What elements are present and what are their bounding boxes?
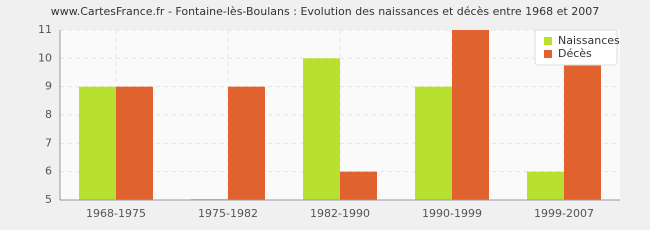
bar xyxy=(79,86,116,200)
bar xyxy=(452,30,489,200)
bar xyxy=(116,86,153,200)
legend-label: Naissances xyxy=(558,34,620,47)
bar xyxy=(228,86,265,200)
y-tick-label: 6 xyxy=(45,165,52,178)
legend-label: Décès xyxy=(558,47,592,60)
y-tick-label: 9 xyxy=(45,80,52,93)
bar xyxy=(415,86,452,200)
legend-swatch xyxy=(544,50,552,58)
chart: www.CartesFrance.fr - Fontaine-lès-Boula… xyxy=(0,0,650,230)
chart-title: www.CartesFrance.fr - Fontaine-lès-Boula… xyxy=(51,5,599,18)
bar xyxy=(303,58,340,201)
x-tick-label: 1968-1975 xyxy=(86,207,146,220)
bar xyxy=(527,171,564,200)
legend-box xyxy=(534,29,618,66)
y-tick-label: 11 xyxy=(38,23,52,36)
x-tick-label: 1999-2007 xyxy=(534,207,594,220)
x-tick-label: 1990-1999 xyxy=(422,207,482,220)
y-tick-label: 8 xyxy=(45,108,52,121)
y-tick-label: 10 xyxy=(38,51,52,64)
y-tick-label: 7 xyxy=(45,136,52,149)
bar xyxy=(340,171,377,200)
x-tick-label: 1975-1982 xyxy=(198,207,258,220)
legend-swatch xyxy=(544,37,552,45)
x-tick-label: 1982-1990 xyxy=(310,207,370,220)
y-tick-label: 5 xyxy=(45,193,52,206)
